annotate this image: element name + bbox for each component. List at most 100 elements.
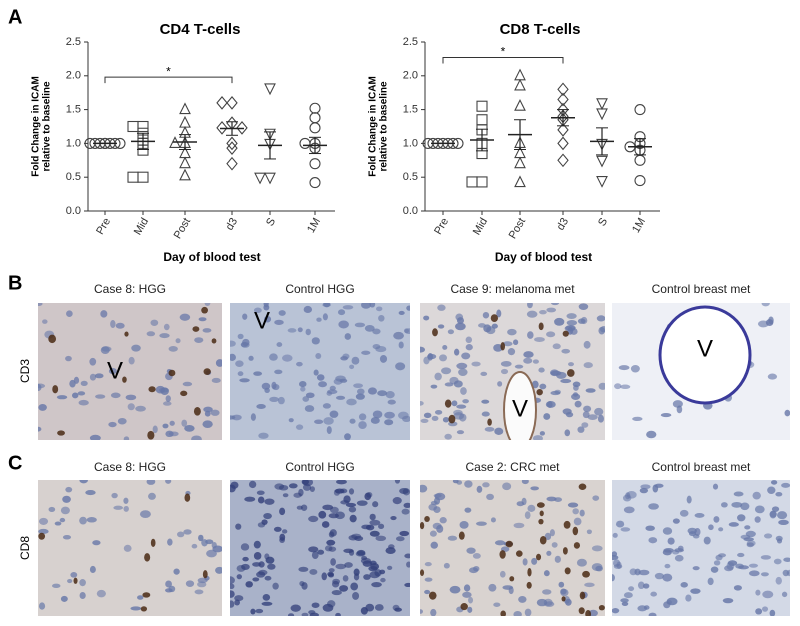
- y-tick-label: 1.0: [403, 137, 418, 149]
- nucleus: [230, 353, 236, 361]
- data-point: [226, 95, 238, 110]
- nucleus: [461, 352, 471, 360]
- stained-cell: [500, 610, 506, 616]
- nucleus: [258, 432, 269, 439]
- stained-cell: [180, 390, 188, 397]
- nucleus: [654, 572, 664, 580]
- nucleus: [274, 319, 284, 325]
- nucleus: [42, 319, 48, 324]
- nucleus: [329, 410, 339, 418]
- nucleus: [786, 569, 790, 577]
- data-point: [226, 141, 238, 155]
- nucleus: [456, 430, 465, 435]
- x-tick-label: Mid: [132, 216, 151, 237]
- nucleus: [301, 612, 309, 616]
- stained-cell: [564, 567, 571, 575]
- nucleus: [77, 391, 86, 396]
- nucleus: [680, 582, 688, 588]
- nucleus: [574, 400, 582, 408]
- nucleus: [264, 553, 270, 560]
- nucleus: [146, 480, 156, 485]
- nucleus: [571, 393, 581, 401]
- nucleus: [439, 517, 447, 524]
- nucleus: [443, 562, 450, 569]
- nucleus: [38, 517, 49, 525]
- nucleus: [38, 303, 43, 307]
- vessel: [503, 371, 537, 440]
- nucleus: [543, 570, 550, 577]
- nucleus: [65, 486, 73, 493]
- nucleus: [499, 570, 506, 578]
- nucleus: [371, 582, 382, 588]
- nucleus: [721, 502, 728, 508]
- stained-cell: [579, 591, 586, 600]
- x-tick-label: 1M: [305, 216, 323, 235]
- nucleus: [401, 508, 410, 515]
- nucleus: [281, 529, 288, 534]
- nucleus: [375, 306, 383, 312]
- nucleus: [210, 409, 220, 416]
- nucleus: [202, 420, 213, 428]
- nucleus: [560, 378, 572, 384]
- nucleus: [377, 390, 388, 397]
- nucleus: [244, 496, 256, 502]
- y-tick-label: 2.0: [403, 70, 418, 82]
- micrograph: [612, 303, 790, 440]
- nucleus: [162, 423, 169, 429]
- nucleus: [328, 546, 337, 552]
- nucleus: [496, 309, 502, 318]
- y-tick-label: 0.5: [66, 171, 81, 183]
- nucleus: [399, 488, 409, 495]
- x-tick-label: d3: [224, 216, 241, 233]
- nucleus: [318, 381, 327, 388]
- nucleus: [300, 386, 306, 392]
- nucleus: [773, 558, 782, 565]
- nucleus: [167, 538, 173, 546]
- nucleus: [62, 534, 72, 540]
- data-point: [137, 171, 149, 183]
- nucleus: [449, 585, 461, 594]
- data-point: [254, 172, 266, 185]
- nucleus: [235, 360, 244, 367]
- nucleus: [784, 409, 790, 417]
- image-caption: Control HGG: [285, 282, 354, 296]
- stained-cell: [509, 576, 515, 582]
- data-point: [557, 153, 569, 168]
- nucleus: [767, 486, 776, 494]
- nucleus: [242, 313, 248, 320]
- nucleus: [465, 336, 473, 344]
- nucleus: [350, 582, 359, 591]
- nucleus: [346, 398, 357, 406]
- nucleus: [198, 317, 207, 322]
- nucleus: [690, 588, 701, 594]
- nucleus: [484, 426, 495, 432]
- vessel-label: V: [107, 357, 123, 384]
- nucleus: [765, 319, 774, 326]
- nucleus: [303, 305, 313, 314]
- nucleus: [735, 563, 744, 569]
- nucleus: [475, 521, 487, 526]
- nucleus: [127, 403, 135, 411]
- nucleus: [85, 490, 96, 496]
- nucleus: [336, 480, 347, 485]
- nucleus: [372, 410, 383, 419]
- nucleus: [168, 346, 178, 352]
- nucleus: [316, 317, 322, 322]
- nucleus: [54, 521, 62, 526]
- nucleus: [456, 317, 465, 324]
- nucleus: [469, 567, 479, 574]
- nucleus: [65, 355, 72, 362]
- nucleus: [748, 570, 760, 577]
- nucleus: [78, 399, 89, 406]
- nucleus: [754, 505, 765, 514]
- x-axis-label: Day of blood test: [163, 250, 260, 264]
- nucleus: [598, 382, 605, 390]
- nucleus: [236, 564, 246, 572]
- nucleus: [679, 509, 689, 517]
- nucleus: [269, 396, 279, 402]
- nucleus: [612, 608, 620, 614]
- nucleus: [304, 405, 315, 412]
- nucleus: [437, 304, 446, 311]
- nucleus: [513, 610, 522, 616]
- nucleus: [308, 515, 319, 523]
